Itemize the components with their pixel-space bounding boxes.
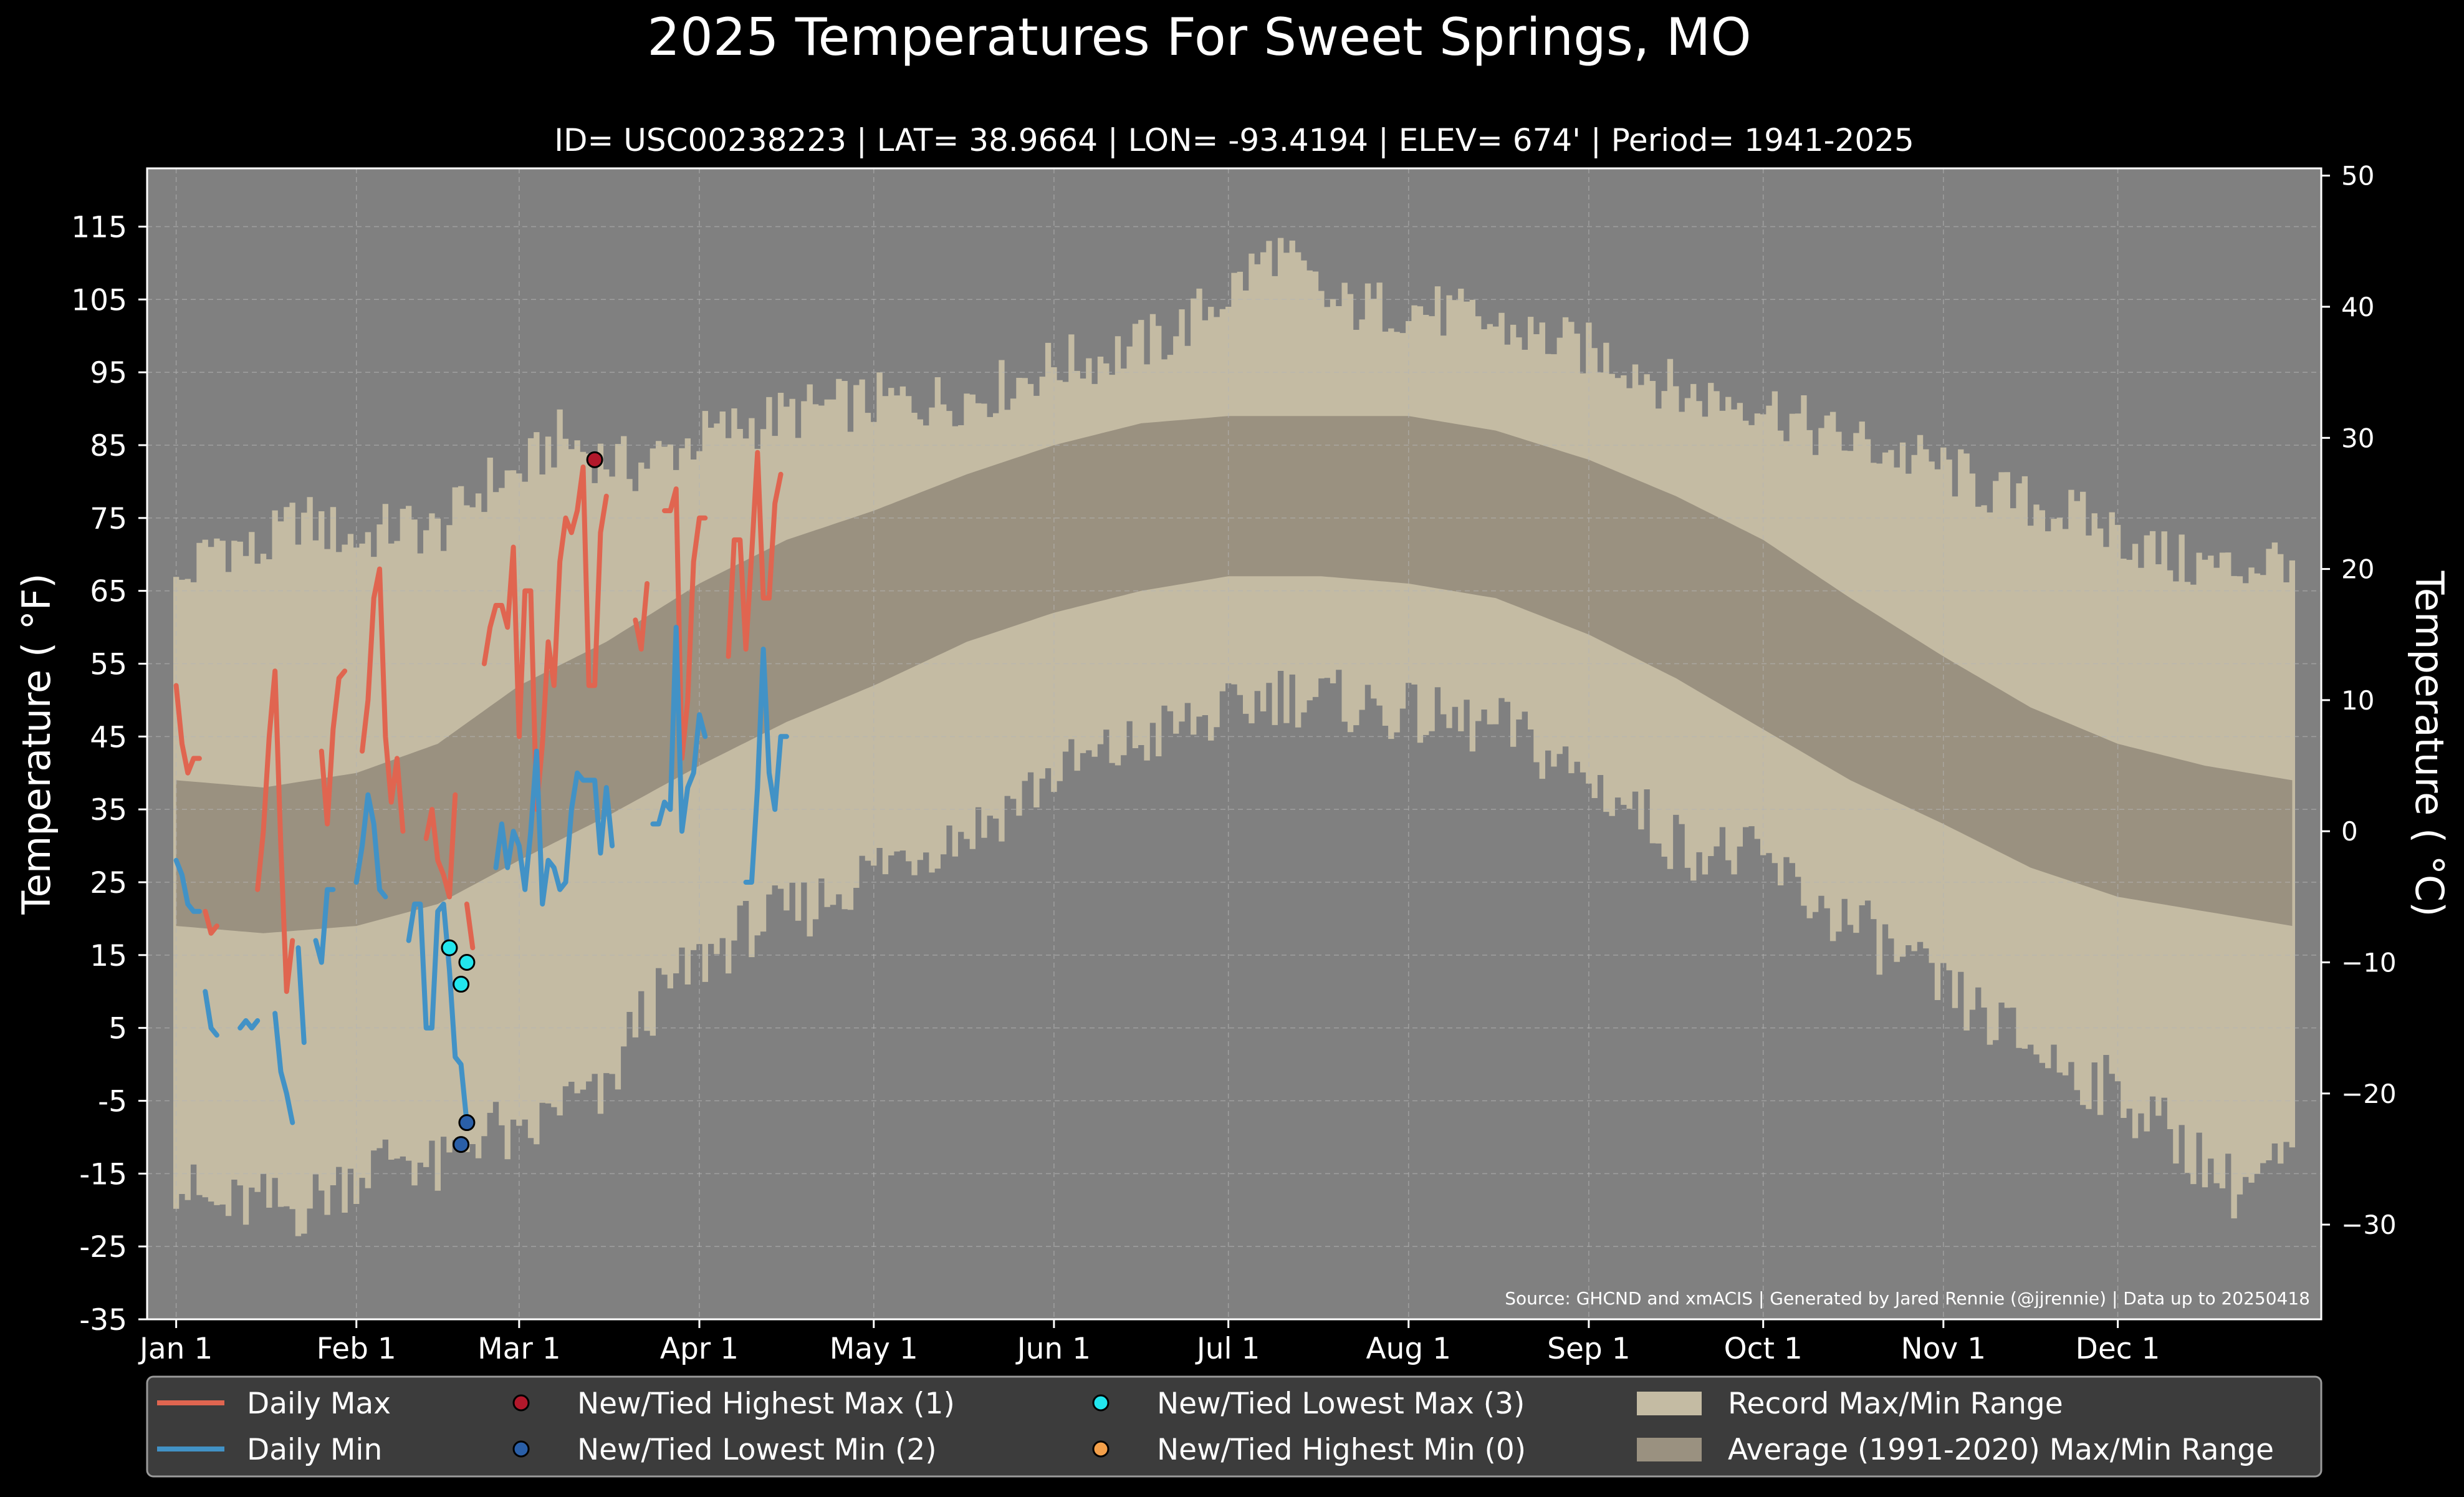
x-tick-label: Mar 1 xyxy=(477,1332,561,1366)
series-layer xyxy=(173,450,789,1125)
y-tick-label-left: -15 xyxy=(79,1157,127,1191)
x-tick-label: Jan 1 xyxy=(138,1332,213,1366)
y-tick-label-right: 40 xyxy=(2341,292,2374,322)
daily-min-line xyxy=(313,887,336,965)
y-tick-label-left: -25 xyxy=(79,1230,127,1264)
y-tick-label-left: 45 xyxy=(90,720,127,754)
record-marker xyxy=(458,954,476,971)
legend-swatch-patch xyxy=(1637,1392,1702,1415)
daily-max-line xyxy=(173,683,202,776)
x-tick-label: Oct 1 xyxy=(1724,1332,1803,1366)
x-tick-label: Feb 1 xyxy=(317,1332,396,1366)
y-tick-label-left: 115 xyxy=(71,210,127,244)
y-tick-label-right: −20 xyxy=(2341,1079,2397,1109)
daily-max-line xyxy=(726,450,784,659)
y-tick-label-left: 25 xyxy=(90,866,127,900)
legend-label: New/Tied Lowest Max (3) xyxy=(1157,1387,1525,1421)
y-tick-label-right: 10 xyxy=(2341,685,2374,716)
y-tick-label-right: 50 xyxy=(2341,161,2374,191)
record-marker xyxy=(453,976,470,993)
daily-min-line xyxy=(406,902,469,1125)
daily-max-line xyxy=(464,902,476,951)
legend-swatch-marker xyxy=(1092,1394,1110,1412)
x-tick-label: Aug 1 xyxy=(1366,1332,1451,1366)
daily-min-line xyxy=(493,748,615,907)
legend-swatch-patch xyxy=(1637,1438,1702,1461)
x-tick-label: Nov 1 xyxy=(1901,1332,1987,1366)
x-tick-label: Jul 1 xyxy=(1195,1332,1260,1366)
x-tick-label: Apr 1 xyxy=(660,1332,739,1366)
daily-max-line xyxy=(423,792,458,900)
legend-label: New/Tied Highest Max (1) xyxy=(577,1387,955,1421)
y-tick-label-left: 105 xyxy=(71,283,127,317)
chart-title: 2025 Temperatures For Sweet Springs, MO xyxy=(647,7,1752,67)
legend-label: Average (1991-2020) Max/Min Range xyxy=(1728,1433,2274,1467)
legend-swatch-marker xyxy=(512,1394,530,1412)
legend-swatch-marker xyxy=(512,1440,530,1458)
y-axis-right: 50 40 30 20 10 0 −10 −20 −30 xyxy=(2321,161,2397,1240)
x-tick-label: Sep 1 xyxy=(1547,1332,1630,1366)
daily-min-line xyxy=(743,647,789,885)
legend-label: New/Tied Highest Min (0) xyxy=(1157,1433,1526,1467)
x-tick-label: Dec 1 xyxy=(2076,1332,2160,1366)
y-tick-label-left: 75 xyxy=(90,502,127,536)
daily-min-line xyxy=(173,857,202,914)
y-tick-label-left: 95 xyxy=(90,356,127,390)
y-tick-label-left: 5 xyxy=(108,1012,127,1046)
y-tick-label-left: 65 xyxy=(90,575,127,609)
daily-min-line xyxy=(295,945,307,1045)
y-tick-label-left: -5 xyxy=(98,1084,127,1119)
plot-frame xyxy=(146,167,2323,1321)
daily-max-line xyxy=(481,465,609,812)
y-tick-label-left: -35 xyxy=(79,1303,127,1337)
y-axis-left-label: Temperature ( °F) xyxy=(14,573,59,915)
record-marker xyxy=(586,451,603,468)
daily-max-line xyxy=(203,908,219,936)
daily-max-line xyxy=(319,668,348,827)
daily-min-line xyxy=(237,1018,261,1031)
y-tick-label-right: −30 xyxy=(2341,1210,2397,1240)
daily-max-line xyxy=(662,486,708,761)
y-tick-label-right: 0 xyxy=(2341,816,2358,847)
record-range-band xyxy=(173,238,2295,1236)
legend: Daily Max Daily Min New/Tied Highest Max (… xyxy=(146,1375,2323,1478)
daily-min-line xyxy=(353,792,388,900)
legend-box xyxy=(146,1375,2323,1478)
daily-min-line xyxy=(203,989,219,1038)
record-marker xyxy=(453,1136,470,1153)
legend-label: New/Tied Lowest Min (2) xyxy=(577,1433,937,1467)
y-tick-label-left: 85 xyxy=(90,429,127,463)
daily-max-line xyxy=(633,581,650,652)
legend-label: Daily Max xyxy=(247,1387,391,1421)
daily-max-line xyxy=(255,668,295,994)
legend-label: Record Max/Min Range xyxy=(1728,1387,2063,1421)
chart-subtitle: ID= USC00238223 | LAT= 38.9664 | LON= -9… xyxy=(554,122,1914,158)
x-tick-label: May 1 xyxy=(830,1332,918,1366)
y-tick-label-right: 30 xyxy=(2341,423,2374,453)
y-tick-label-left: 35 xyxy=(90,793,127,827)
daily-min-line xyxy=(272,1011,295,1125)
x-tick-label: Jun 1 xyxy=(1015,1332,1091,1366)
y-tick-label-right: −10 xyxy=(2341,948,2397,978)
daily-min-line xyxy=(650,625,708,834)
x-axis: Jan 1 Feb 1 Mar 1 Apr 1 May 1 Jun 1 Jul 1 Aug 1… xyxy=(138,1319,2160,1366)
record-marker xyxy=(441,939,458,956)
legend-swatch-marker xyxy=(1092,1440,1110,1458)
record-markers xyxy=(441,451,603,1153)
record-marker xyxy=(458,1114,476,1132)
y-axis-left: 115 105 95 85 75 65 55 45 35 25 15 5 -5 -15 -25 -35 xyxy=(71,210,147,1337)
y-tick-label-left: 55 xyxy=(90,647,127,681)
y-tick-label-left: 15 xyxy=(90,939,127,973)
daily-max-line xyxy=(360,566,406,834)
legend-label: Daily Min xyxy=(247,1433,382,1467)
y-axis-right-label: Temperature ( °C) xyxy=(2407,570,2452,917)
source-note: Source: GHCND and xmACIS | Generated by … xyxy=(1505,1288,2310,1309)
y-tick-label-right: 20 xyxy=(2341,554,2374,585)
